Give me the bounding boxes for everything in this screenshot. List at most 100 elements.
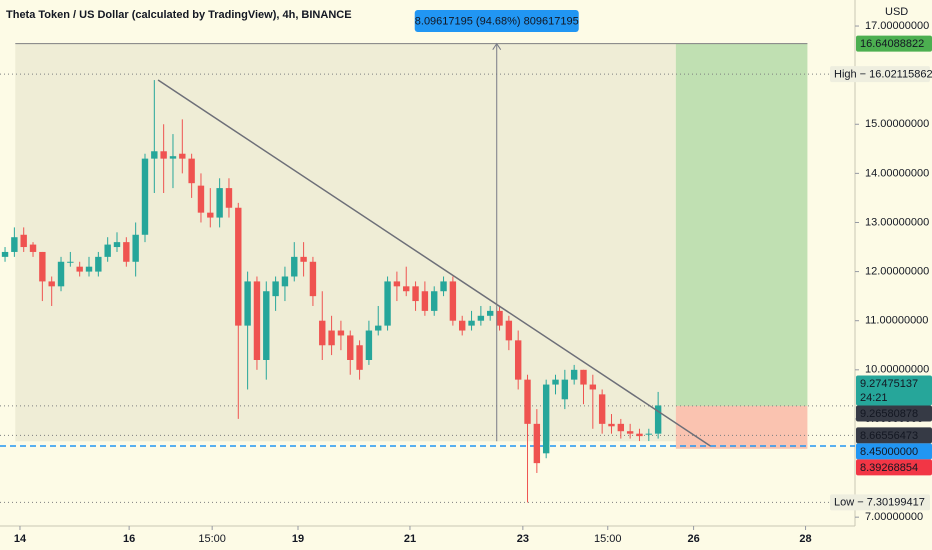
candle-body xyxy=(29,244,37,252)
y-tick-label: 15.00000000 xyxy=(865,118,929,130)
candle-body xyxy=(225,188,233,208)
candle-body xyxy=(76,266,83,272)
candle-body xyxy=(505,320,513,341)
candle-body xyxy=(169,156,177,159)
candle-body xyxy=(328,330,335,346)
candle-body xyxy=(403,286,410,292)
candle-body xyxy=(552,379,559,385)
price-label-box xyxy=(856,375,932,406)
stop-zone xyxy=(675,405,808,449)
candle-body xyxy=(412,286,419,302)
price-label: 9.27475137 xyxy=(860,378,918,390)
candle-body xyxy=(393,281,401,287)
measure-label: 8.09617195 (94.68%) 809617195 xyxy=(415,15,579,27)
price-label: 8.39268854 xyxy=(860,462,918,474)
candle-body xyxy=(20,234,27,248)
x-tick-label: 23 xyxy=(517,533,529,545)
candle-body xyxy=(449,281,457,321)
measure-arrowhead xyxy=(492,42,502,50)
y-tick-label: 10.00000000 xyxy=(865,364,929,376)
candle-body xyxy=(337,330,345,336)
x-tick-label: 15:00 xyxy=(198,533,226,545)
candle-body xyxy=(514,340,522,380)
candle-body xyxy=(104,244,111,257)
candle-body xyxy=(496,310,503,326)
candle-body xyxy=(626,431,634,434)
candle-body xyxy=(608,423,615,427)
price-label: 9.26580878 xyxy=(860,408,918,420)
candle-body xyxy=(151,151,158,159)
x-tick-label: 14 xyxy=(14,533,27,545)
price-label-box xyxy=(856,459,932,476)
candle-body xyxy=(542,384,550,454)
price-label: 16.64088822 xyxy=(860,38,924,50)
candle-body xyxy=(598,394,606,424)
price-label-box xyxy=(830,66,930,83)
candle-body xyxy=(1,251,9,257)
candle-body xyxy=(533,423,541,464)
price-label-box xyxy=(856,35,932,52)
candle-body xyxy=(207,212,214,218)
candle-body xyxy=(636,433,643,437)
y-tick-label: 11.00000000 xyxy=(865,315,928,327)
y-tick-label: 17.00000000 xyxy=(865,20,929,32)
y-tick-label: 7.00000000 xyxy=(865,511,923,523)
candle-body xyxy=(244,281,251,326)
candle-body xyxy=(39,251,46,282)
x-tick-label: 19 xyxy=(292,533,304,545)
candle-body xyxy=(561,379,569,400)
x-tick-label: 28 xyxy=(799,533,811,545)
price-label: 8.45000000 xyxy=(860,446,918,458)
candle-body xyxy=(85,266,93,272)
candle-body xyxy=(263,291,270,360)
price-label: High − 16.02115862 xyxy=(834,69,932,81)
candle-body xyxy=(654,405,662,434)
candle-body xyxy=(524,379,531,424)
candle-body xyxy=(188,158,195,184)
chart-title: Theta Token / US Dollar (calculated by T… xyxy=(6,9,352,21)
candle-body xyxy=(300,256,307,262)
countdown: 24:21 xyxy=(860,392,888,404)
candle-body xyxy=(141,158,149,235)
candle-body xyxy=(179,153,186,159)
x-tick-label: 26 xyxy=(687,533,699,545)
candle-body xyxy=(57,261,65,287)
candle-body xyxy=(319,320,326,346)
candle-body xyxy=(459,320,466,331)
candle-body xyxy=(589,384,597,390)
candle-body xyxy=(291,256,298,277)
price-label: Low − 7.30199417 xyxy=(834,497,925,509)
currency: USD xyxy=(885,6,908,18)
candle-body xyxy=(477,315,485,321)
candle-body xyxy=(347,335,354,360)
measure-label-box xyxy=(414,10,579,32)
candle-body xyxy=(160,151,167,159)
candle-body xyxy=(486,310,494,316)
x-tick-label: 21 xyxy=(404,533,416,545)
candle-body xyxy=(570,369,578,380)
candle-body xyxy=(309,261,317,297)
candle-body xyxy=(468,320,475,326)
y-tick-label: 12.00000000 xyxy=(865,266,929,278)
candle-body xyxy=(272,281,279,297)
candle-body xyxy=(375,325,382,331)
target-zone xyxy=(675,43,808,406)
candle-body xyxy=(132,234,139,262)
candle-body xyxy=(216,188,223,218)
candle-body xyxy=(384,281,391,326)
candle-body xyxy=(48,281,55,287)
candle-body xyxy=(645,433,653,435)
candle-body xyxy=(617,423,625,432)
candle-body xyxy=(123,242,130,262)
candle-body xyxy=(431,291,438,311)
price-label-box xyxy=(830,494,930,511)
candle-body xyxy=(440,281,447,292)
candle-body xyxy=(281,276,289,287)
y-tick-label: 14.00000000 xyxy=(865,167,929,179)
candle-body xyxy=(67,261,74,263)
candle-body xyxy=(197,185,205,213)
y-tick-label: 13.00000000 xyxy=(865,216,929,228)
candle-body xyxy=(421,291,429,311)
